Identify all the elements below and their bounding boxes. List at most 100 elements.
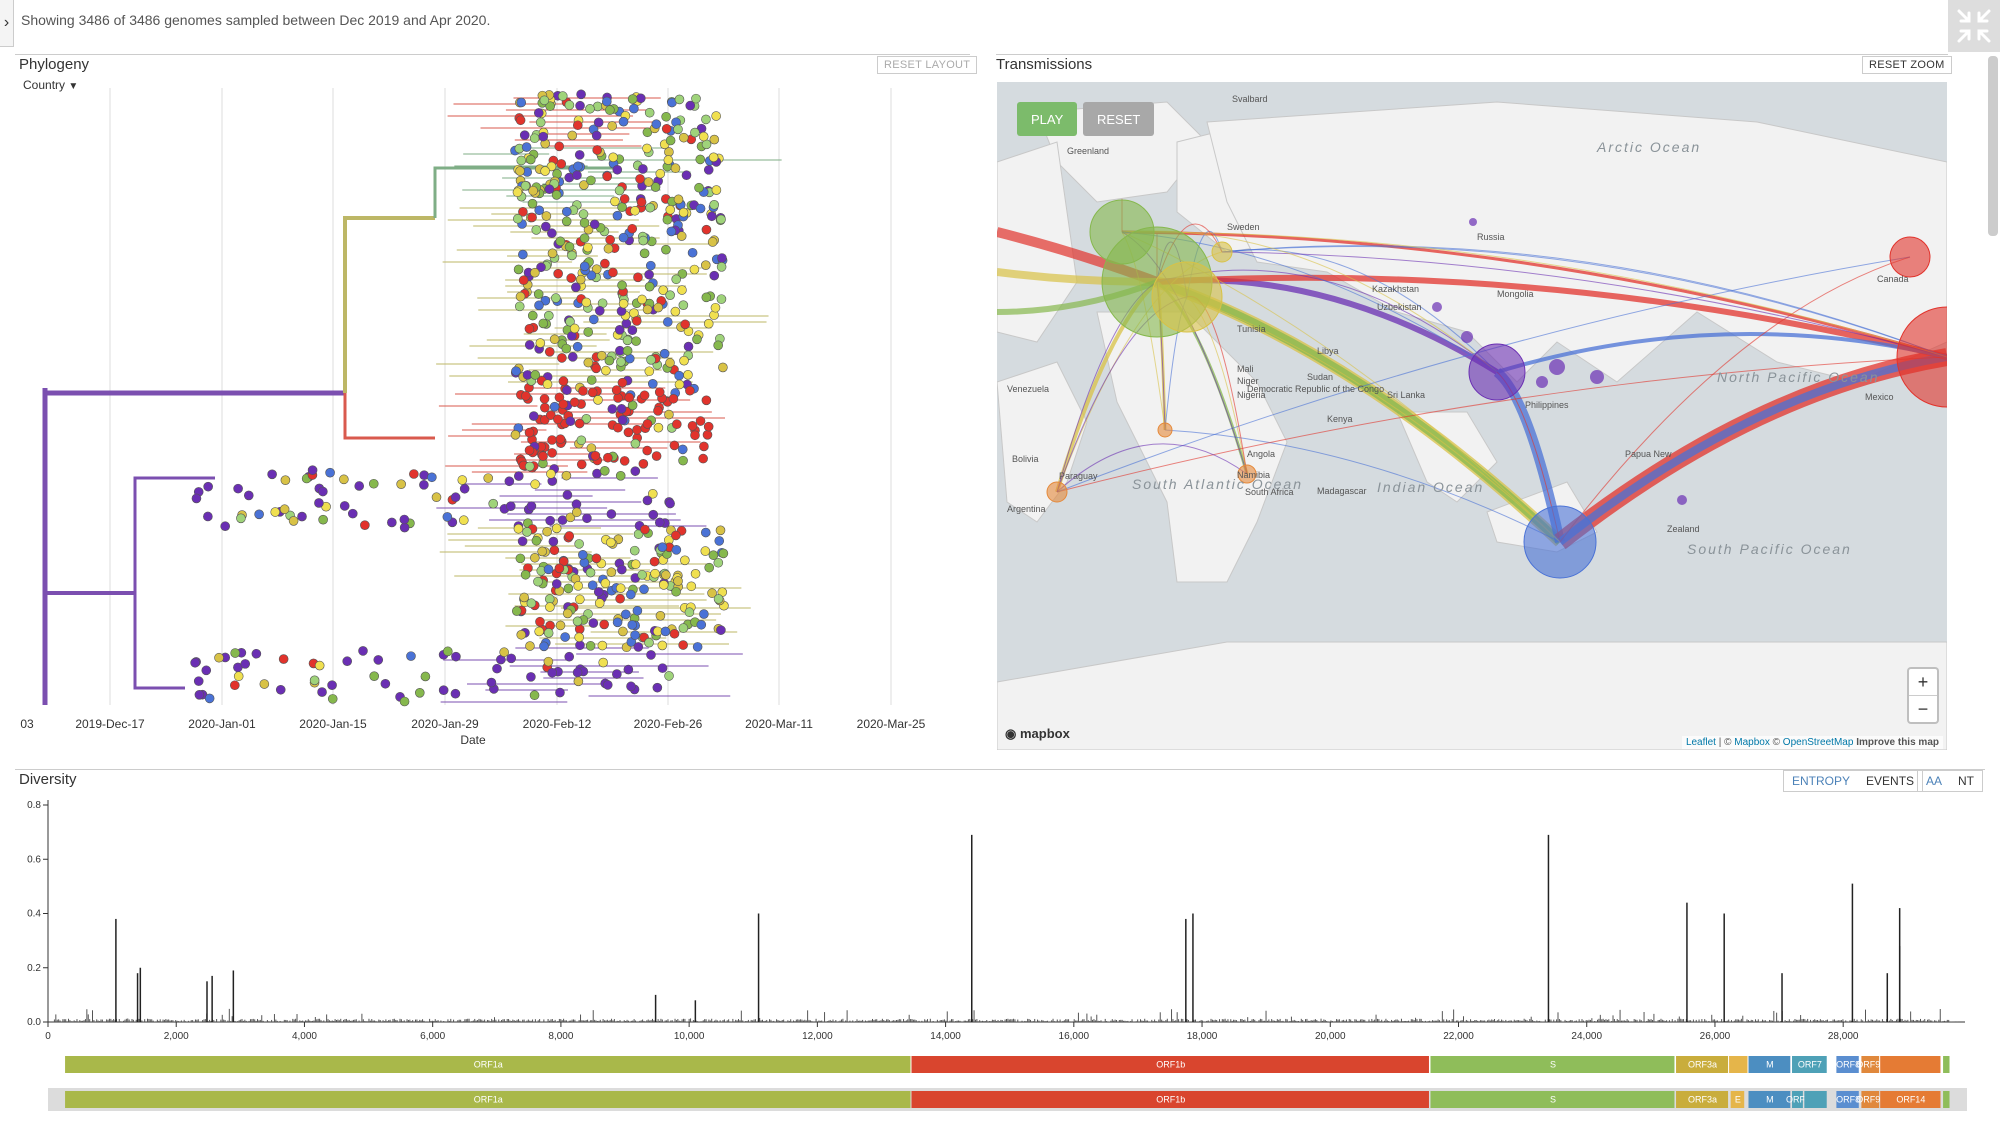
tree-tip[interactable] <box>685 385 695 396</box>
tree-tip[interactable] <box>520 181 531 191</box>
reset-zoom-button[interactable]: RESET ZOOM <box>1862 56 1952 74</box>
tree-tip[interactable] <box>713 594 724 604</box>
tree-tip[interactable] <box>547 667 558 678</box>
nt-toggle[interactable]: NT <box>1958 774 1975 788</box>
tree-tip[interactable] <box>488 498 499 509</box>
tree-tip[interactable] <box>572 120 583 131</box>
tree-tip[interactable] <box>622 345 633 356</box>
tree-tip[interactable] <box>627 94 638 104</box>
tree-tip[interactable] <box>399 514 410 525</box>
tree-tip[interactable] <box>529 133 540 144</box>
tree-tip[interactable] <box>644 281 655 292</box>
tree-tip[interactable] <box>707 237 718 247</box>
tree-tip[interactable] <box>606 537 616 548</box>
tree-tip[interactable] <box>638 459 649 469</box>
tree-tip[interactable] <box>637 570 647 580</box>
tree-tip[interactable] <box>642 419 653 429</box>
tree-tip[interactable] <box>279 504 290 515</box>
tree-tip[interactable] <box>645 202 655 213</box>
tree-tip[interactable] <box>587 387 598 398</box>
tree-tip[interactable] <box>297 511 307 522</box>
tree-tip[interactable] <box>307 465 318 476</box>
gene-block[interactable] <box>911 1056 1429 1073</box>
tree-tip[interactable] <box>627 223 638 234</box>
tree-tip[interactable] <box>510 430 521 440</box>
transmission-arc[interactable] <box>1156 274 1947 360</box>
tree-tip[interactable] <box>204 693 215 704</box>
tree-tip[interactable] <box>531 535 542 546</box>
tree-tip[interactable] <box>442 512 453 522</box>
tree-tip[interactable] <box>511 366 521 376</box>
tree-tip[interactable] <box>673 194 684 205</box>
tree-tip[interactable] <box>714 536 725 546</box>
tree-tip[interactable] <box>515 115 526 126</box>
tree-tip[interactable] <box>516 155 527 166</box>
tree-tip[interactable] <box>715 525 726 536</box>
mapbox-logo[interactable]: ◉ mapbox <box>1005 726 1070 742</box>
tree-tip[interactable] <box>670 306 681 317</box>
tree-tip[interactable] <box>599 619 610 630</box>
tree-tip[interactable] <box>591 363 601 374</box>
tree-tip[interactable] <box>680 319 690 330</box>
transmission-arc[interactable] <box>1496 332 1947 374</box>
gene-block[interactable] <box>65 1056 911 1073</box>
tree-tip[interactable] <box>671 419 682 430</box>
tree-tip[interactable] <box>627 620 638 630</box>
tree-tip[interactable] <box>668 393 679 404</box>
tree-tip[interactable] <box>551 190 562 200</box>
tree-tip[interactable] <box>623 427 634 438</box>
tree-tip[interactable] <box>608 152 618 163</box>
tree-tip[interactable] <box>701 292 712 303</box>
tree-tip[interactable] <box>514 301 525 312</box>
tree-tip[interactable] <box>553 268 563 279</box>
tree-tip[interactable] <box>578 209 589 219</box>
tree-tip[interactable] <box>325 467 335 478</box>
tree-tip[interactable] <box>630 559 641 570</box>
tree-tip[interactable] <box>569 397 580 408</box>
tree-tip[interactable] <box>661 244 671 255</box>
mapbox-link[interactable]: Mapbox <box>1734 737 1770 748</box>
tree-tip[interactable] <box>528 185 538 196</box>
tree-tip[interactable] <box>614 325 625 335</box>
tree-tip[interactable] <box>640 524 650 535</box>
transmission-arc[interactable] <box>1186 296 1561 543</box>
tree-tip[interactable] <box>450 492 461 503</box>
tree-tip[interactable] <box>592 145 602 155</box>
tree-tip[interactable] <box>526 598 537 609</box>
tree-tip[interactable] <box>716 214 726 225</box>
tree-tip[interactable] <box>633 272 643 283</box>
tree-tip[interactable] <box>623 664 634 675</box>
tree-tip[interactable] <box>522 527 532 537</box>
tree-tip[interactable] <box>666 226 677 237</box>
tree-tip[interactable] <box>707 588 717 598</box>
tree-tip[interactable] <box>708 550 719 560</box>
tree-tip[interactable] <box>703 318 714 329</box>
tree-tip[interactable] <box>530 552 540 563</box>
tree-tip[interactable] <box>554 141 565 152</box>
tree-tip[interactable] <box>647 379 658 389</box>
tree-tip[interactable] <box>619 194 630 204</box>
tree-tip[interactable] <box>713 340 723 351</box>
tree-tip[interactable] <box>545 101 555 111</box>
tree-tip[interactable] <box>616 357 626 367</box>
tree-tip[interactable] <box>677 444 688 455</box>
tree-tip[interactable] <box>617 280 627 291</box>
gene-block[interactable] <box>1748 1091 1791 1108</box>
tree-tip[interactable] <box>314 660 325 671</box>
zoom-out-button[interactable]: − <box>1917 698 1929 719</box>
tree-tip[interactable] <box>511 606 522 616</box>
tree-tip[interactable] <box>701 224 712 235</box>
gene-block[interactable] <box>1943 1056 1950 1073</box>
tree-tip[interactable] <box>684 607 695 618</box>
tree-tip[interactable] <box>547 435 557 445</box>
tree-tip[interactable] <box>657 663 668 673</box>
tree-tip[interactable] <box>653 422 664 433</box>
tree-tip[interactable] <box>690 127 700 138</box>
tree-tip[interactable] <box>564 651 575 662</box>
tree-tip[interactable] <box>547 248 558 259</box>
tree-tip[interactable] <box>513 264 524 275</box>
tree-tip[interactable] <box>611 385 622 395</box>
tree-tip[interactable] <box>530 267 540 278</box>
tree-tip[interactable] <box>624 392 635 403</box>
tree-tip[interactable] <box>691 93 701 104</box>
